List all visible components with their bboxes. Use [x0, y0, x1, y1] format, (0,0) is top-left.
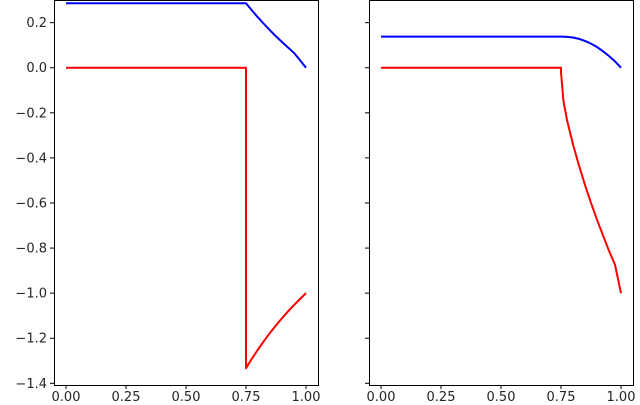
left-y-tick-label: −0.6 [15, 196, 47, 211]
left-y-tick-label: −1.0 [15, 287, 47, 302]
right-series-line-1 [381, 35, 622, 69]
left-x-ticks: 0.00 0.25 0.50 0.75 1.00 [52, 385, 321, 405]
right-x-tick-label: 1.00 [607, 390, 636, 405]
right-axes: 0.00 0.25 0.50 0.75 1.00 [365, 0, 636, 405]
left-y-tick-label: −1.4 [15, 377, 47, 392]
left-plot-lines [66, 2, 307, 370]
left-x-tick-label: 0.00 [52, 390, 81, 405]
left-y-tick-label: 0.2 [26, 16, 47, 31]
left-series-line-2 [66, 66, 307, 370]
right-y-ticks [365, 22, 369, 384]
left-series-line-1 [66, 2, 307, 69]
left-y-tick-label: 0.0 [26, 61, 47, 76]
right-x-tick-label: 0.50 [487, 390, 516, 405]
left-axes: 0.00 0.25 0.50 0.75 1.00 0.2 0.0 −0.2 −0.4 −0.6 −… [15, 0, 321, 405]
right-plot-lines [381, 35, 622, 294]
left-x-tick-label: 1.00 [292, 390, 321, 405]
right-x-ticks: 0.00 0.25 0.50 0.75 1.00 [367, 385, 636, 405]
right-axes-frame [369, 0, 634, 386]
right-x-tick-label: 0.75 [547, 390, 576, 405]
left-y-tick-label: −0.8 [15, 242, 47, 257]
left-x-tick-label: 0.75 [232, 390, 261, 405]
left-x-tick-label: 0.25 [112, 390, 141, 405]
left-y-ticks: 0.2 0.0 −0.2 −0.4 −0.6 −0.8 −1.0 −1.2 −1.4 [15, 16, 54, 392]
right-series-line-2 [381, 66, 622, 294]
left-y-tick-label: −0.4 [15, 151, 47, 166]
left-y-tick-label: −1.2 [15, 332, 47, 347]
left-axes-frame [54, 0, 319, 386]
right-x-tick-label: 0.00 [367, 390, 396, 405]
left-x-tick-label: 0.50 [172, 390, 201, 405]
left-y-tick-label: −0.2 [15, 106, 47, 121]
right-x-tick-label: 0.25 [427, 390, 456, 405]
